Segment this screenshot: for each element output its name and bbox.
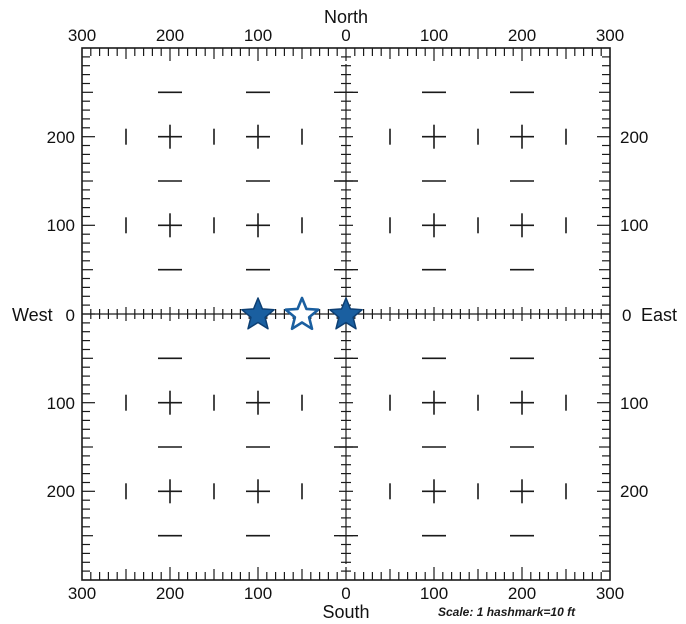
left-tick-label: 0 (66, 306, 75, 325)
bottom-tick-label: 200 (508, 584, 536, 603)
left-tick-label: 200 (47, 482, 75, 501)
top-tick-label: 300 (68, 26, 96, 45)
top-tick-label: 300 (596, 26, 624, 45)
outline-star-marker (284, 296, 320, 331)
right-tick-label: 100 (620, 216, 648, 235)
bottom-tick-label: 300 (596, 584, 624, 603)
top-tick-label: 200 (508, 26, 536, 45)
grid-layer (81, 47, 611, 581)
east-label: East (641, 305, 677, 325)
scale-note: Scale: 1 hashmark=10 ft (438, 605, 576, 619)
top-tick-label: 0 (341, 26, 350, 45)
star-markers (241, 296, 363, 331)
west-label: West (12, 305, 53, 325)
top-tick-label: 100 (420, 26, 448, 45)
north-label: North (324, 7, 368, 27)
bottom-tick-label: 0 (341, 584, 350, 603)
left-tick-label: 200 (47, 128, 75, 147)
bottom-tick-label: 300 (68, 584, 96, 603)
right-tick-label: 0 (622, 306, 631, 325)
left-tick-label: 100 (47, 394, 75, 413)
bottom-tick-label: 100 (420, 584, 448, 603)
filled-star-marker (329, 297, 363, 330)
top-tick-label: 100 (244, 26, 272, 45)
right-tick-label: 200 (620, 482, 648, 501)
right-tick-label: 100 (620, 394, 648, 413)
right-tick-label: 200 (620, 128, 648, 147)
bottom-tick-label: 200 (156, 584, 184, 603)
top-tick-label: 200 (156, 26, 184, 45)
left-tick-label: 100 (47, 216, 75, 235)
bottom-tick-label: 100 (244, 584, 272, 603)
filled-star-marker (241, 297, 275, 330)
south-label: South (322, 602, 369, 622)
